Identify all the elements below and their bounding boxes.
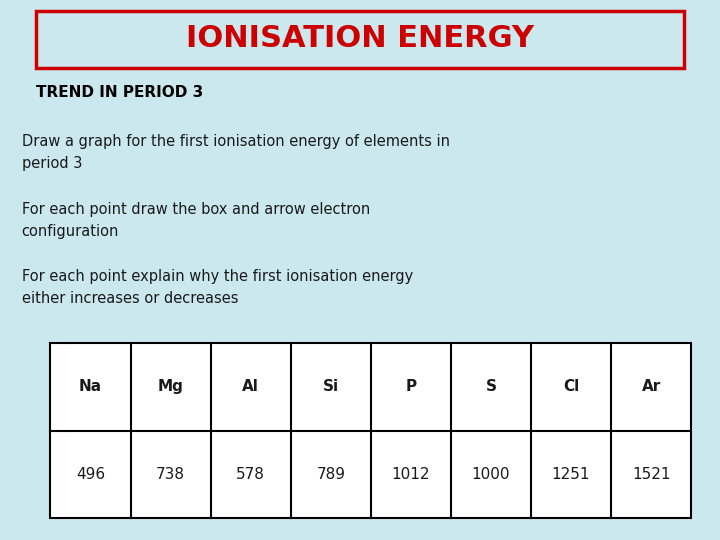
Bar bbox=[50, 343, 691, 518]
Text: Si: Si bbox=[323, 379, 339, 394]
Text: 789: 789 bbox=[316, 467, 346, 482]
Text: P: P bbox=[405, 379, 416, 394]
Text: Al: Al bbox=[242, 379, 259, 394]
Text: Cl: Cl bbox=[563, 379, 579, 394]
Text: 1012: 1012 bbox=[392, 467, 430, 482]
Text: 1000: 1000 bbox=[472, 467, 510, 482]
Text: Draw a graph for the first ionisation energy of elements in
period 3: Draw a graph for the first ionisation en… bbox=[22, 134, 449, 171]
Text: For each point explain why the first ionisation energy
either increases or decre: For each point explain why the first ion… bbox=[22, 269, 413, 306]
Bar bbox=[36, 11, 684, 68]
Text: 1251: 1251 bbox=[552, 467, 590, 482]
Text: Mg: Mg bbox=[158, 379, 184, 394]
Text: 578: 578 bbox=[236, 467, 265, 482]
Text: For each point draw the box and arrow electron
configuration: For each point draw the box and arrow el… bbox=[22, 202, 370, 239]
Text: Ar: Ar bbox=[642, 379, 661, 394]
Text: 738: 738 bbox=[156, 467, 185, 482]
Text: Na: Na bbox=[79, 379, 102, 394]
Text: 496: 496 bbox=[76, 467, 105, 482]
Text: TREND IN PERIOD 3: TREND IN PERIOD 3 bbox=[36, 85, 203, 100]
Text: 1521: 1521 bbox=[632, 467, 670, 482]
Text: S: S bbox=[485, 379, 497, 394]
Text: IONISATION ENERGY: IONISATION ENERGY bbox=[186, 24, 534, 53]
